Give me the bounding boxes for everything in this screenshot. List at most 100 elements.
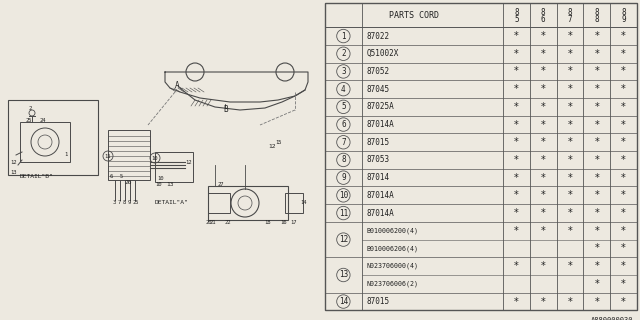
Text: 12: 12: [185, 161, 191, 165]
Text: *: *: [595, 279, 599, 289]
Text: *: *: [541, 102, 546, 112]
Text: 10: 10: [157, 177, 163, 181]
Bar: [285, 193, 303, 213]
Text: 20: 20: [206, 220, 212, 226]
Text: B: B: [223, 106, 228, 115]
Text: *: *: [621, 102, 626, 112]
Text: 26: 26: [124, 180, 132, 186]
Text: 6: 6: [541, 15, 546, 24]
Text: A880000030: A880000030: [591, 317, 634, 320]
Text: *: *: [595, 49, 599, 59]
Text: 12: 12: [339, 235, 348, 244]
Text: *: *: [514, 49, 519, 59]
Text: 10: 10: [339, 191, 348, 200]
Text: 16: 16: [280, 220, 287, 226]
Text: *: *: [541, 120, 546, 130]
Text: 9: 9: [341, 173, 346, 182]
Text: 27: 27: [218, 181, 225, 187]
Text: *: *: [514, 173, 519, 183]
Text: *: *: [621, 208, 626, 218]
Text: *: *: [595, 67, 599, 76]
Text: 11: 11: [105, 154, 111, 158]
Text: *: *: [514, 67, 519, 76]
Text: 8: 8: [515, 8, 519, 17]
Text: *: *: [568, 173, 572, 183]
Text: *: *: [621, 120, 626, 130]
Text: 87022: 87022: [367, 32, 390, 41]
Text: *: *: [541, 226, 546, 236]
Text: *: *: [568, 84, 572, 94]
Text: 21: 21: [210, 220, 216, 226]
Text: 6: 6: [110, 174, 113, 180]
Text: *: *: [621, 137, 626, 147]
Text: *: *: [595, 297, 599, 307]
Text: 87014A: 87014A: [367, 191, 394, 200]
Text: *: *: [541, 297, 546, 307]
Text: *: *: [568, 190, 572, 200]
Text: 13: 13: [339, 270, 348, 279]
Text: *: *: [621, 173, 626, 183]
Text: *: *: [541, 31, 546, 41]
Text: *: *: [568, 120, 572, 130]
Text: *: *: [621, 49, 626, 59]
Text: 5: 5: [515, 15, 519, 24]
Text: 25: 25: [26, 117, 33, 123]
Text: *: *: [514, 102, 519, 112]
Text: *: *: [568, 208, 572, 218]
Bar: [108, 130, 150, 180]
Text: *: *: [541, 67, 546, 76]
Text: *: *: [595, 155, 599, 165]
Text: *: *: [541, 84, 546, 94]
Text: 15: 15: [275, 140, 282, 146]
Text: 12: 12: [268, 145, 275, 149]
Text: 14: 14: [339, 297, 348, 306]
Text: PARTS CORD: PARTS CORD: [389, 11, 439, 20]
Text: Q51002X: Q51002X: [367, 49, 399, 58]
Text: 7: 7: [341, 138, 346, 147]
Text: *: *: [514, 226, 519, 236]
Text: *: *: [514, 120, 519, 130]
Text: *: *: [595, 102, 599, 112]
Text: *: *: [541, 173, 546, 183]
Text: 12: 12: [10, 159, 17, 164]
Text: *: *: [621, 297, 626, 307]
Text: 18: 18: [264, 220, 271, 226]
Text: DETAIL"A": DETAIL"A": [155, 199, 189, 204]
Text: 87053: 87053: [367, 156, 390, 164]
Text: 25: 25: [133, 201, 140, 205]
Text: 1: 1: [341, 32, 346, 41]
Text: *: *: [568, 297, 572, 307]
Text: *: *: [568, 155, 572, 165]
Circle shape: [186, 63, 204, 81]
Bar: [208, 186, 288, 220]
Text: 10: 10: [152, 156, 158, 161]
Text: B010006206(4): B010006206(4): [367, 245, 419, 252]
Text: *: *: [568, 226, 572, 236]
Text: *: *: [621, 261, 626, 271]
Text: *: *: [568, 49, 572, 59]
Text: 6: 6: [341, 120, 346, 129]
Text: N023706006(2): N023706006(2): [367, 281, 419, 287]
Text: *: *: [621, 279, 626, 289]
Text: 8: 8: [621, 8, 626, 17]
Text: 8: 8: [595, 8, 599, 17]
Text: 8: 8: [568, 8, 572, 17]
Text: *: *: [541, 208, 546, 218]
Text: 24: 24: [40, 117, 47, 123]
Text: *: *: [541, 261, 546, 271]
Text: 7: 7: [568, 15, 572, 24]
Text: *: *: [621, 31, 626, 41]
Bar: [208, 193, 230, 213]
Text: *: *: [541, 155, 546, 165]
Text: N023706000(4): N023706000(4): [367, 263, 419, 269]
Text: *: *: [568, 67, 572, 76]
Text: 8: 8: [595, 15, 599, 24]
Text: 22: 22: [225, 220, 232, 226]
Text: *: *: [595, 226, 599, 236]
Text: *: *: [595, 137, 599, 147]
Text: *: *: [568, 102, 572, 112]
Text: *: *: [595, 31, 599, 41]
Text: 7: 7: [118, 201, 121, 205]
Text: *: *: [541, 190, 546, 200]
Text: 9: 9: [621, 15, 626, 24]
